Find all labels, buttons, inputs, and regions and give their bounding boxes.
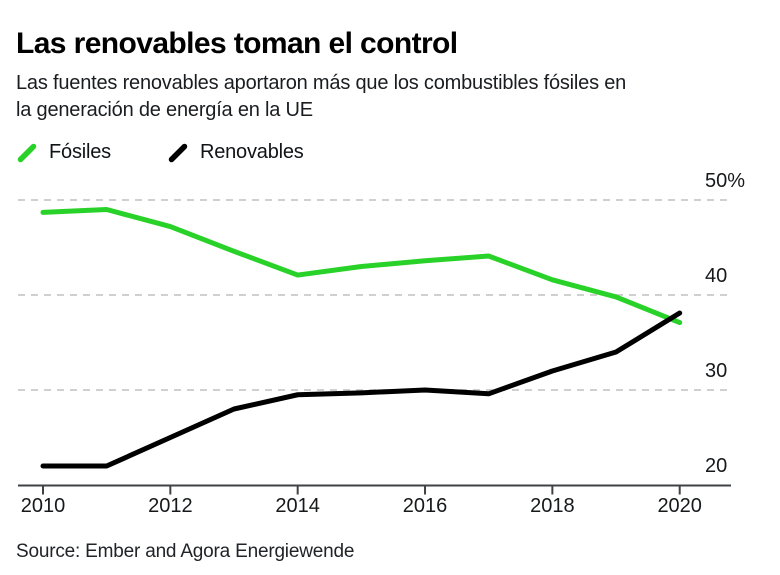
page-title: Las renovables toman el control xyxy=(16,27,458,60)
x-axis-label-2020: 2020 xyxy=(657,495,702,517)
series-line-fósiles xyxy=(40,207,683,326)
subtitle-line-1: Las fuentes renovables aportaron más que… xyxy=(16,72,627,94)
legend-label-renovables: Renovables xyxy=(199,141,304,163)
y-axis-label-40: 40 xyxy=(705,265,727,287)
y-axis-label-20: 20 xyxy=(705,455,727,477)
legend-item-fosiles: Fósiles xyxy=(16,141,111,164)
x-axis-label-2012: 2012 xyxy=(148,495,193,517)
y-axis-label-30: 30 xyxy=(705,360,727,382)
x-axis-label-2014: 2014 xyxy=(275,495,320,517)
series-line-renovables xyxy=(40,310,683,469)
y-axis-label-50: 50% xyxy=(705,170,745,192)
chart-subtitle: Las fuentes renovables aportaron más que… xyxy=(16,70,626,124)
source-credit: Source: Ember and Agora Energiewende xyxy=(16,541,355,562)
subtitle-line-2: la generación de energía en la UE xyxy=(16,99,313,121)
fosiles-line-marker-icon xyxy=(17,143,37,162)
x-axis-label-2010: 2010 xyxy=(21,495,66,517)
x-axis-label-2016: 2016 xyxy=(403,495,448,517)
legend-label-fosiles: Fósiles xyxy=(49,141,111,163)
legend-item-renovables: Renovables xyxy=(167,141,304,164)
x-axis-label-2018: 2018 xyxy=(530,495,575,517)
renovables-line-marker-icon xyxy=(168,143,188,162)
chart-legend: Fósiles Renovables xyxy=(16,141,304,164)
